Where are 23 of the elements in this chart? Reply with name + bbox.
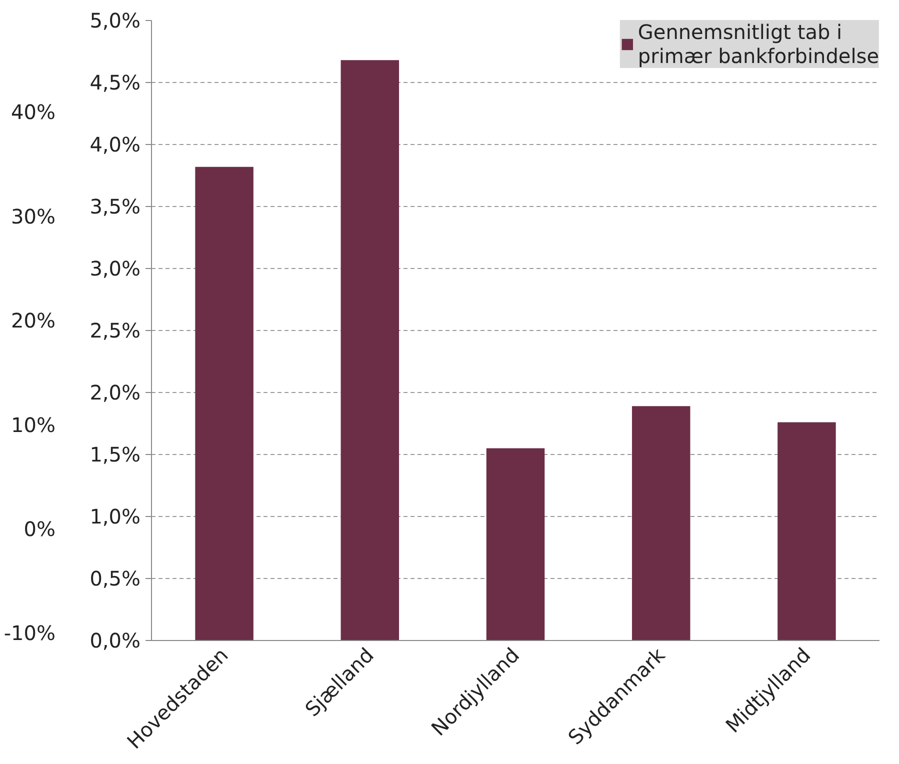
y2-tick-label: 30% xyxy=(11,204,56,228)
bar xyxy=(778,422,836,640)
y-tick-label: 2,5% xyxy=(90,318,140,342)
y-tick-label: 4,5% xyxy=(90,70,140,94)
bar xyxy=(632,406,690,640)
y2-tick-label: 20% xyxy=(11,308,56,333)
y2-tick-label: -10% xyxy=(4,621,56,646)
y-tick-label: 5,0% xyxy=(90,8,140,32)
legend-label: Gennemsnitligt tab i primær bankforbindelse xyxy=(638,20,879,68)
y-tick-label: 1,5% xyxy=(90,442,140,466)
y2-tick-label: 0% xyxy=(24,517,56,542)
bar xyxy=(195,166,254,640)
bar xyxy=(340,60,400,640)
y-tick-label: 3,5% xyxy=(90,194,140,218)
y-tick-label: 0,0% xyxy=(90,628,140,652)
y-tick-label: 2,0% xyxy=(90,380,140,404)
y2-tick-label: 10% xyxy=(11,412,56,437)
y-tick-label: 1,0% xyxy=(90,504,140,528)
y-tick-label: 3,0% xyxy=(90,256,140,280)
bar xyxy=(486,448,545,640)
y-tick-label: 0,5% xyxy=(90,566,140,590)
y2-tick-label: 40% xyxy=(11,100,56,124)
y-tick-label: 4,0% xyxy=(90,132,140,156)
